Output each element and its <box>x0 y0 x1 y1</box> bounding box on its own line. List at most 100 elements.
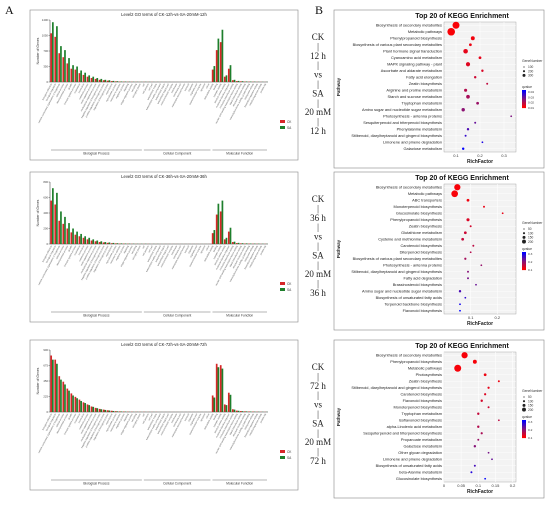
kegg-point <box>464 257 467 260</box>
kegg-size-legend-label: 200 <box>528 408 534 412</box>
go-term-label: membrane <box>170 412 178 423</box>
go-bar-sa <box>60 46 62 82</box>
go-bar-ck <box>240 411 242 412</box>
comparison-line: SA <box>312 250 324 260</box>
comparison-line: CK <box>312 32 325 42</box>
go-term-label: extracellular region <box>155 244 167 262</box>
go-term-label: biological phase <box>133 83 142 98</box>
kegg-size-legend-label: 100 <box>528 231 534 235</box>
kegg-point <box>474 121 477 124</box>
go-bar-sa <box>84 403 87 412</box>
kegg-pathway-label: Monoterpenoid biosynthesis <box>394 204 443 209</box>
kegg-x-tick-label: 0.1 <box>468 315 474 320</box>
kegg-point <box>501 212 504 215</box>
kegg-color-ramp <box>522 262 526 265</box>
go-legend-label: CK <box>287 120 292 124</box>
kegg-pathway-label: Sesquiterpenoid and triterpenoid biosynt… <box>363 120 442 125</box>
kegg-pathway-label: Arginine and proline metabolism <box>386 88 442 93</box>
go-bar-sa <box>76 231 78 244</box>
kegg-size-legend-dot <box>522 400 526 403</box>
kegg-pathway-label: Glucosinolate biosynthesis <box>396 211 442 216</box>
kegg-color-ramp <box>522 103 526 106</box>
kegg-color-legend-title: qvalue <box>522 85 532 89</box>
go-y-label: Number of Genes <box>36 367 40 394</box>
go-bar-sa <box>237 80 240 82</box>
go-term-label: biological phase <box>133 413 142 428</box>
kegg-color-ramp <box>522 255 526 257</box>
kegg-color-legend-label: 0.1 <box>528 436 533 440</box>
kegg-point <box>463 48 468 54</box>
kegg-color-ramp <box>522 97 526 100</box>
go-bar-ck <box>106 80 109 82</box>
go-group-label: Molecular Function <box>226 314 253 318</box>
go-term-label: symplast <box>200 245 207 254</box>
comparison-line: 20 mM <box>305 269 331 279</box>
go-bar-ck <box>58 376 61 412</box>
go-bar-chart: Level2 GO terms of CK-36h-vs-SA-20mM-36h… <box>29 171 299 323</box>
go-term-label: antioxidant activity <box>203 244 214 262</box>
kegg-point <box>477 438 480 441</box>
go-term-label: organelle part <box>189 83 198 97</box>
go-legend-swatch-sa <box>280 126 285 129</box>
go-bar-sa <box>88 75 91 82</box>
go-term-label: membrane part <box>172 413 182 428</box>
kegg-color-ramp <box>522 424 526 427</box>
go-bar-ck <box>70 393 73 412</box>
kegg-plot-area <box>443 183 517 315</box>
kegg-pathway-label: Metabolic pathways <box>408 29 442 34</box>
kegg-color-ramp <box>522 426 526 428</box>
kegg-size-legend-dot <box>522 232 526 235</box>
go-term-label: organelle <box>187 412 194 422</box>
go-bar-sa <box>217 38 220 82</box>
kegg-point <box>459 309 461 312</box>
go-bar-ck <box>102 242 105 244</box>
go-y-tick-label: 675 <box>43 364 48 368</box>
kegg-size-legend-label: 150 <box>528 404 534 408</box>
go-bar-chart: Level2 GO terms of CK-72h-vs-SA-20mM-72h… <box>29 339 299 491</box>
kegg-point <box>473 445 477 448</box>
go-bar-ck <box>98 242 101 244</box>
go-term-label: organelle part <box>189 413 198 427</box>
comparison-line: 20 mM <box>305 107 331 117</box>
kegg-color-ramp <box>522 106 526 109</box>
go-bar-ck <box>219 211 222 244</box>
comparison-line: | <box>317 41 319 51</box>
go-term-label: cell <box>142 245 146 249</box>
go-term-label: locomotion <box>78 412 86 423</box>
kegg-point <box>451 190 459 198</box>
go-bar-sa <box>88 237 91 244</box>
kegg-pathway-label: Zeatin biosynthesis <box>409 379 442 384</box>
kegg-pathway-label: Galactose metabolism <box>404 444 443 449</box>
go-group-label: Molecular Function <box>226 482 253 486</box>
kegg-pathway-label: Diterpenoid biosynthesis <box>400 250 442 255</box>
go-bar-ck <box>90 240 93 244</box>
kegg-color-ramp <box>522 432 526 434</box>
kegg-point <box>473 76 477 79</box>
go-bar-ck <box>78 399 81 412</box>
go-bar-sa <box>76 66 78 82</box>
go-term-label: extracellular matrix <box>147 244 159 262</box>
go-term-label: symplast <box>200 413 207 422</box>
go-term-label: protein tag <box>259 412 267 423</box>
go-bar-sa <box>221 200 224 244</box>
kegg-pathway-label: Galactose metabolism <box>404 146 443 151</box>
kegg-color-ramp <box>522 427 526 430</box>
kegg-point <box>487 386 490 389</box>
go-term-label: signaling <box>124 413 130 422</box>
kegg-x-tick-label: 0.1 <box>453 153 459 158</box>
go-bar-sa <box>245 411 248 412</box>
kegg-point <box>466 218 470 222</box>
kegg-point <box>480 264 483 267</box>
kegg-color-ramp <box>522 436 526 439</box>
go-bar-ck <box>86 76 89 82</box>
go-term-label: extracellular matrix <box>147 412 159 430</box>
kegg-pathway-label: Flavonoid biosynthesis <box>403 308 442 313</box>
go-bar-sa <box>233 241 236 244</box>
go-bar-ck <box>74 234 77 244</box>
go-bar-sa <box>237 242 240 244</box>
comparison-line: vs <box>314 70 323 80</box>
kegg-point <box>472 244 475 247</box>
go-term-label: membrane <box>170 244 178 255</box>
kegg-pathway-label: Carotenoid biosynthesis <box>400 392 442 397</box>
